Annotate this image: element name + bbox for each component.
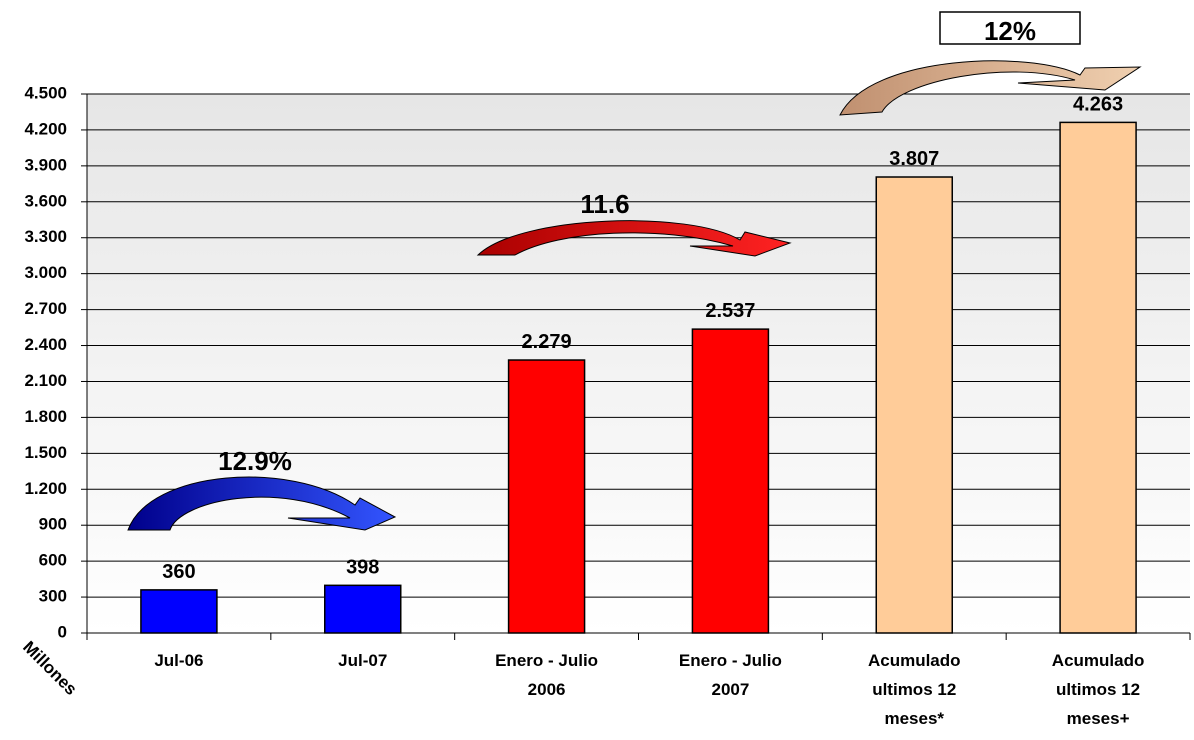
bar bbox=[1059, 121, 1137, 634]
y-tick-label: 2.700 bbox=[24, 299, 67, 318]
x-tick-label: Enero - Julio 2006 bbox=[495, 651, 598, 699]
y-tick-label: 1.200 bbox=[24, 479, 67, 498]
y-tick-label: 2.400 bbox=[24, 335, 67, 354]
data-label: 2.279 bbox=[522, 331, 572, 353]
annotation-box bbox=[939, 11, 1081, 45]
annotation: 12.9% bbox=[218, 446, 292, 476]
arrow-tan bbox=[839, 60, 1142, 116]
x-tick-label: Acumulado ultimos 12 meses+ bbox=[1052, 651, 1145, 728]
annotation: 12% bbox=[984, 16, 1036, 46]
y-tick-label: 3.600 bbox=[24, 191, 67, 210]
data-label: 2.537 bbox=[705, 300, 755, 322]
x-tick-label: Enero - Julio 2007 bbox=[679, 651, 782, 699]
y-tick-label: 1.800 bbox=[24, 407, 67, 426]
bar bbox=[140, 589, 218, 634]
y-tick-label: 3.300 bbox=[24, 227, 67, 246]
x-tick-label: Jul-07 bbox=[338, 651, 387, 670]
arrow-red bbox=[476, 220, 792, 257]
y-tick-label: 3.900 bbox=[24, 155, 67, 174]
y-tick-label: 2.100 bbox=[24, 371, 67, 390]
y-tick-label: 3.000 bbox=[24, 263, 67, 282]
y-tick-label: 1.500 bbox=[24, 443, 67, 462]
y-tick-label: 900 bbox=[39, 515, 67, 534]
x-tick-label: Jul-06 bbox=[154, 651, 203, 670]
annotation: 11.6 bbox=[580, 189, 629, 219]
x-tick-label: Acumulado ultimos 12 meses* bbox=[868, 651, 961, 728]
bar bbox=[324, 584, 402, 634]
data-label: 4.263 bbox=[1073, 93, 1123, 115]
y-tick-label: 4.500 bbox=[24, 83, 67, 102]
y-axis-label: Millones bbox=[19, 637, 81, 699]
data-label: 398 bbox=[346, 556, 379, 578]
y-tick-label: 0 bbox=[58, 622, 67, 641]
bar bbox=[507, 359, 586, 634]
bar bbox=[875, 176, 953, 634]
plot-area bbox=[87, 94, 1190, 633]
data-label: 360 bbox=[162, 561, 195, 583]
bar bbox=[691, 328, 770, 634]
arrow-blue bbox=[127, 476, 397, 531]
y-tick-label: 4.200 bbox=[24, 119, 67, 138]
y-tick-label: 300 bbox=[39, 587, 67, 606]
data-label: 3.807 bbox=[889, 148, 939, 170]
y-tick-label: 600 bbox=[39, 551, 67, 570]
